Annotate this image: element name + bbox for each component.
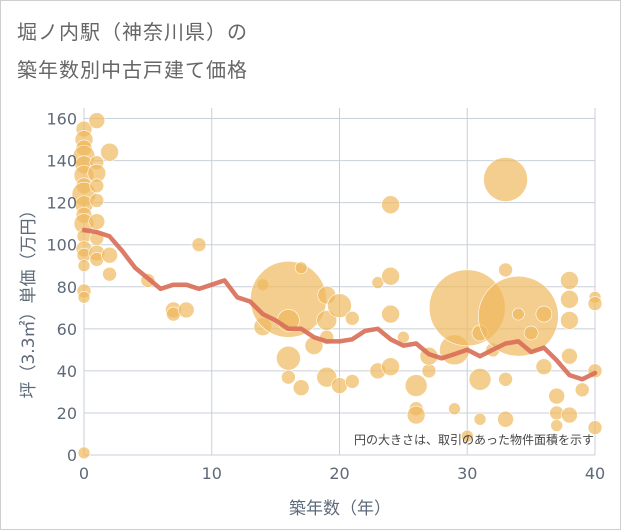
bubble-point-27 — [100, 142, 119, 162]
bubble-point-87 — [561, 347, 578, 365]
bubble-point-17 — [77, 446, 91, 460]
bubble-point-61 — [406, 405, 426, 425]
bubble-series — [71, 112, 603, 460]
y-tick-label-5: 100 — [46, 236, 77, 255]
bubble-point-18 — [88, 112, 106, 129]
bubble-point-89 — [574, 382, 590, 398]
x-tick-label-2: 20 — [329, 464, 349, 483]
bubble-point-33 — [177, 301, 195, 319]
y-tick-label-3: 60 — [57, 320, 77, 339]
x-tick-label-1: 10 — [202, 464, 222, 483]
bubble-point-55 — [381, 266, 400, 286]
bubble-point-29 — [102, 266, 117, 282]
y-axis-label: 坪（3.3㎡）単価（万円） — [19, 201, 39, 398]
bubble-point-59 — [404, 374, 428, 397]
bubble-point-41 — [294, 261, 308, 275]
bubble-point-57 — [381, 357, 400, 376]
bubble-point-54 — [381, 195, 400, 215]
bubble-point-79 — [535, 305, 553, 323]
bubble-point-21 — [89, 178, 105, 194]
y-tick-label-4: 80 — [57, 278, 77, 297]
x-tick-label-3: 30 — [457, 464, 477, 483]
y-tick-label-6: 120 — [46, 194, 77, 213]
chart-title-line-1: 堀ノ内駅（神奈川県）の — [17, 20, 248, 44]
y-tick-label-7: 140 — [46, 152, 77, 171]
x-tick-label-0: 0 — [79, 464, 89, 483]
bubble-point-47 — [316, 366, 338, 388]
bubble-point-28 — [101, 246, 118, 264]
bubble-point-91 — [587, 296, 603, 311]
bubble-point-85 — [560, 290, 579, 309]
bubble-point-78 — [523, 325, 539, 341]
bubble-point-74 — [498, 371, 513, 387]
y-tick-label-8: 160 — [46, 110, 77, 129]
bubble-point-39 — [276, 345, 301, 371]
bubble-point-77 — [512, 307, 525, 321]
bubble-point-86 — [560, 311, 579, 330]
bubble-point-23 — [88, 213, 106, 230]
y-tick-label-0: 0 — [67, 446, 77, 465]
bubble-point-84 — [560, 271, 579, 290]
x-axis-label: 築年数（年） — [289, 499, 391, 519]
bubble-point-40 — [281, 369, 296, 385]
bubble-point-14 — [77, 259, 91, 273]
bubble-size-note: 円の大きさは、取引のあった物件面積を示す — [354, 432, 594, 447]
bubble-point-65 — [448, 402, 461, 416]
bubble-point-73 — [498, 262, 513, 278]
bubble-point-75 — [497, 410, 514, 428]
trend-line-group — [81, 227, 598, 382]
bubble-point-93 — [587, 420, 603, 435]
chart-title-line-2: 築年数別中古戸建て価格 — [17, 58, 248, 82]
bubble-point-16 — [77, 290, 91, 304]
bubble-point-69 — [468, 367, 492, 391]
trend-line — [81, 227, 598, 382]
bubble-point-62 — [421, 363, 437, 379]
x-tick-label-4: 40 — [585, 464, 605, 483]
y-tick-label-1: 20 — [57, 404, 77, 423]
bubble-point-88 — [561, 406, 578, 424]
bubble-point-56 — [381, 304, 400, 324]
bubble-point-72 — [483, 157, 528, 202]
bubble-point-22 — [89, 193, 105, 208]
bubble-point-80 — [535, 358, 553, 375]
y-tick-label-2: 40 — [57, 362, 77, 381]
bubble-point-48 — [327, 293, 352, 318]
bubble-point-34 — [191, 237, 207, 252]
bubble-point-83 — [550, 419, 563, 432]
bubble-point-51 — [344, 311, 360, 326]
bubble-point-70 — [473, 412, 487, 426]
bubble-point-49 — [331, 377, 348, 394]
bubble-point-42 — [292, 379, 310, 397]
bubble-point-50 — [344, 374, 360, 389]
tick-labels: 0 20 40 60 80 100 120 140 160 0 10 20 30 40 — [46, 110, 605, 483]
bubble-point-67 — [460, 429, 474, 443]
bubble-point-81 — [548, 387, 565, 405]
